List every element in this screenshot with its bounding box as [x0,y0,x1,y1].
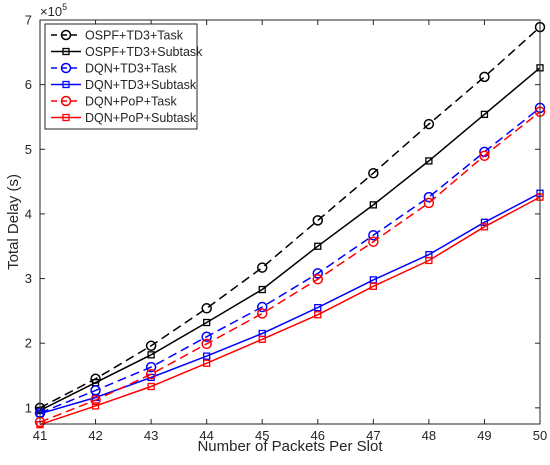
series-line [39,26,541,409]
series-line [39,196,541,426]
data-point-square [480,110,489,119]
legend-marker-circle [60,95,72,107]
data-point-circle [90,394,101,406]
data-point-square [425,157,433,165]
y-tick-label: 2 [25,336,32,351]
series-2 [36,64,544,415]
data-point-square [147,382,155,391]
series-line [39,107,541,414]
legend-item: DQN+PoP+Task [51,95,177,109]
data-point-square [480,223,489,231]
legend-item: DQN+TD3+Task [51,62,177,76]
legend-label: DQN+TD3+Subtask [85,78,197,92]
legend-item: OSPF+TD3+Task [51,29,184,43]
legend-item: DQN+PoP+Subtask [51,111,197,125]
series-5 [34,106,546,428]
data-point-circle [423,191,435,203]
legend-marker-square [62,113,70,122]
data-point-circle [312,215,324,226]
data-point-circle [312,268,324,279]
exponent-base: ×10 [40,4,62,19]
data-point-circle [145,368,157,380]
series-1 [34,21,546,414]
data-point-circle [145,340,157,352]
x-tick-label: 48 [422,428,436,443]
legend-marker-square [62,47,70,56]
axes-frame [39,19,541,425]
x-tick-label: 45 [255,428,269,443]
y-tick-label: 7 [25,13,32,28]
data-point-square [147,351,155,359]
x-tick-label: 50 [533,428,547,443]
data-point-circle [368,236,379,247]
data-point-circle [312,273,324,285]
legend-marker-circle [60,62,72,74]
legend-label: OSPF+TD3+Subtask [85,45,203,59]
legend-label: DQN+TD3+Task [85,62,177,76]
data-point-square [369,201,377,209]
data-point-circle [145,361,157,373]
y-tick-label: 4 [25,206,32,221]
exponent-power: 5 [62,2,67,12]
data-point-square [203,318,211,327]
data-point-square [91,402,100,410]
x-tick-label: 44 [199,428,213,443]
data-point-circle [368,167,379,179]
data-point-square [480,218,489,226]
x-tick-label: 43 [144,428,158,443]
data-point-square [425,256,433,265]
data-point-square [258,285,266,294]
y-tick-label: 6 [25,77,32,92]
data-point-circle [201,303,212,314]
legend-marker-square [62,80,70,89]
x-tick-label: 47 [366,428,380,443]
data-point-square [314,311,322,319]
data-point-square [203,352,211,360]
data-point-circle [201,338,212,350]
y-tick-label: 1 [25,400,32,415]
data-point-circle [479,71,490,83]
legend-item: OSPF+TD3+Subtask [51,45,203,59]
legend-label: DQN+PoP+Subtask [85,111,197,125]
data-point-circle [423,118,435,130]
data-point-circle [368,230,379,241]
series-line [39,67,541,412]
legend-label: DQN+PoP+Task [85,95,177,109]
data-point-square [314,303,322,312]
series-line [39,111,541,423]
x-tick-label: 41 [33,428,47,443]
legend-item: DQN+TD3+Subtask [51,78,197,92]
y-axis-exponent-label: ×105 [40,2,67,19]
data-point-square [258,335,266,343]
legend: OSPF+TD3+Task OSPF+TD3+Subtask DQN+TD3+Tas… [44,23,203,130]
y-axis-label: Total Delay (s) [5,174,22,270]
legend-label: OSPF+TD3+Task [85,29,184,43]
x-tick-label: 49 [477,428,491,443]
data-point-circle [423,197,435,209]
data-point-circle [256,308,268,319]
legend-marker-circle [60,29,72,41]
data-point-circle [201,331,212,342]
data-point-square [369,282,377,290]
legend-box [44,23,198,130]
data-point-circle [256,301,268,313]
x-tick-label: 46 [311,428,325,443]
series-layer [34,21,546,429]
data-point-circle [256,262,268,273]
data-point-square [314,242,322,250]
x-axis-label: Number of Packets Per Slot [197,438,383,455]
x-tick-label: 42 [88,428,102,443]
y-tick-label: 3 [25,271,32,286]
y-tick-label: 5 [25,142,32,157]
data-point-circle [479,150,490,161]
data-point-square [203,359,211,367]
